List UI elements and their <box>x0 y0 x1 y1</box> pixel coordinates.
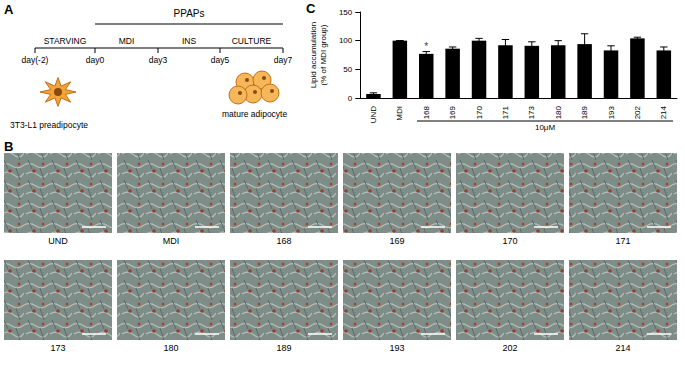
svg-text:day0: day0 <box>86 55 105 65</box>
svg-text:170: 170 <box>475 105 484 119</box>
svg-text:Lipid accumulation: Lipid accumulation <box>309 22 318 88</box>
svg-text:168: 168 <box>422 105 431 119</box>
svg-text:170: 170 <box>502 236 517 246</box>
svg-text:214: 214 <box>615 343 630 353</box>
svg-text:189: 189 <box>580 105 589 119</box>
svg-text:day3: day3 <box>149 55 168 65</box>
svg-text:PPAPs: PPAPs <box>174 8 205 19</box>
svg-text:(% of MDI group): (% of MDI group) <box>319 24 328 85</box>
svg-text:day7: day7 <box>274 55 293 65</box>
svg-text:B: B <box>4 140 13 154</box>
svg-text:169: 169 <box>389 236 404 246</box>
svg-text:180: 180 <box>163 343 178 353</box>
svg-text:193: 193 <box>607 105 616 119</box>
svg-text:day(-2): day(-2) <box>22 55 49 65</box>
svg-text:INS: INS <box>182 36 197 46</box>
svg-text:168: 168 <box>276 236 291 246</box>
svg-text:mature adipocyte: mature adipocyte <box>222 109 287 119</box>
svg-text:173: 173 <box>50 343 65 353</box>
svg-text:MDI: MDI <box>395 106 404 121</box>
svg-text:193: 193 <box>389 343 404 353</box>
svg-text:MDI: MDI <box>163 236 180 246</box>
svg-text:189: 189 <box>276 343 291 353</box>
svg-text:50: 50 <box>343 65 352 74</box>
svg-text:10μM: 10μM <box>535 123 556 132</box>
svg-text:171: 171 <box>615 236 630 246</box>
svg-text:171: 171 <box>501 105 510 119</box>
svg-text:173: 173 <box>527 105 536 119</box>
svg-text:MDI: MDI <box>119 36 135 46</box>
svg-text:A: A <box>4 2 14 17</box>
svg-text:CULTURE: CULTURE <box>232 36 272 46</box>
svg-text:180: 180 <box>554 105 563 119</box>
svg-text:UND: UND <box>369 106 378 124</box>
svg-text:202: 202 <box>502 343 517 353</box>
svg-text:202: 202 <box>633 105 642 119</box>
svg-text:214: 214 <box>659 105 668 119</box>
svg-text:169: 169 <box>448 105 457 119</box>
svg-text:UND: UND <box>48 236 68 246</box>
svg-text:0: 0 <box>348 94 353 103</box>
svg-text:STARVING: STARVING <box>44 36 87 46</box>
svg-text:C: C <box>306 1 316 16</box>
svg-text:100: 100 <box>339 36 353 45</box>
svg-text:*: * <box>424 41 428 52</box>
svg-text:150: 150 <box>339 8 353 17</box>
svg-text:3T3-L1 preadipocyte: 3T3-L1 preadipocyte <box>10 120 88 130</box>
svg-text:day5: day5 <box>211 55 230 65</box>
